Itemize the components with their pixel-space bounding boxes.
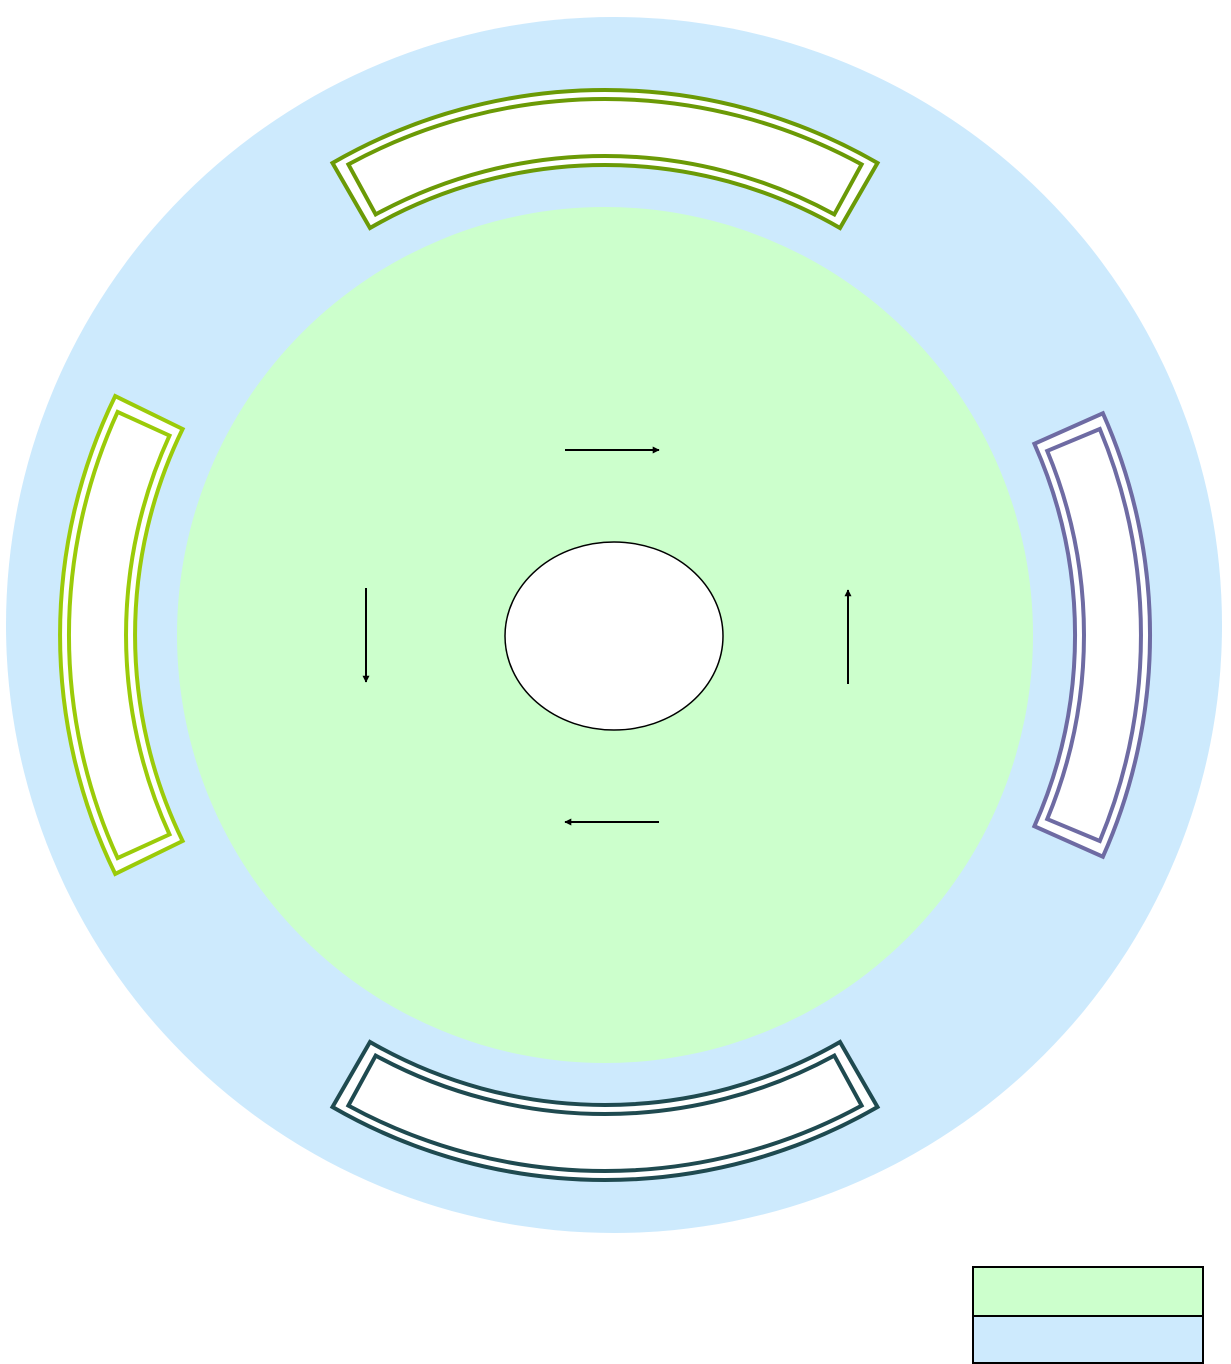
segment-bottom (329, 1039, 881, 1183)
legend-swatch-outer (974, 1315, 1202, 1362)
center-hub (504, 541, 724, 731)
segment-right (1031, 410, 1153, 860)
segment-left (58, 393, 186, 877)
segment-top (329, 87, 881, 231)
legend (972, 1266, 1204, 1364)
legend-swatch-inner (974, 1268, 1202, 1315)
